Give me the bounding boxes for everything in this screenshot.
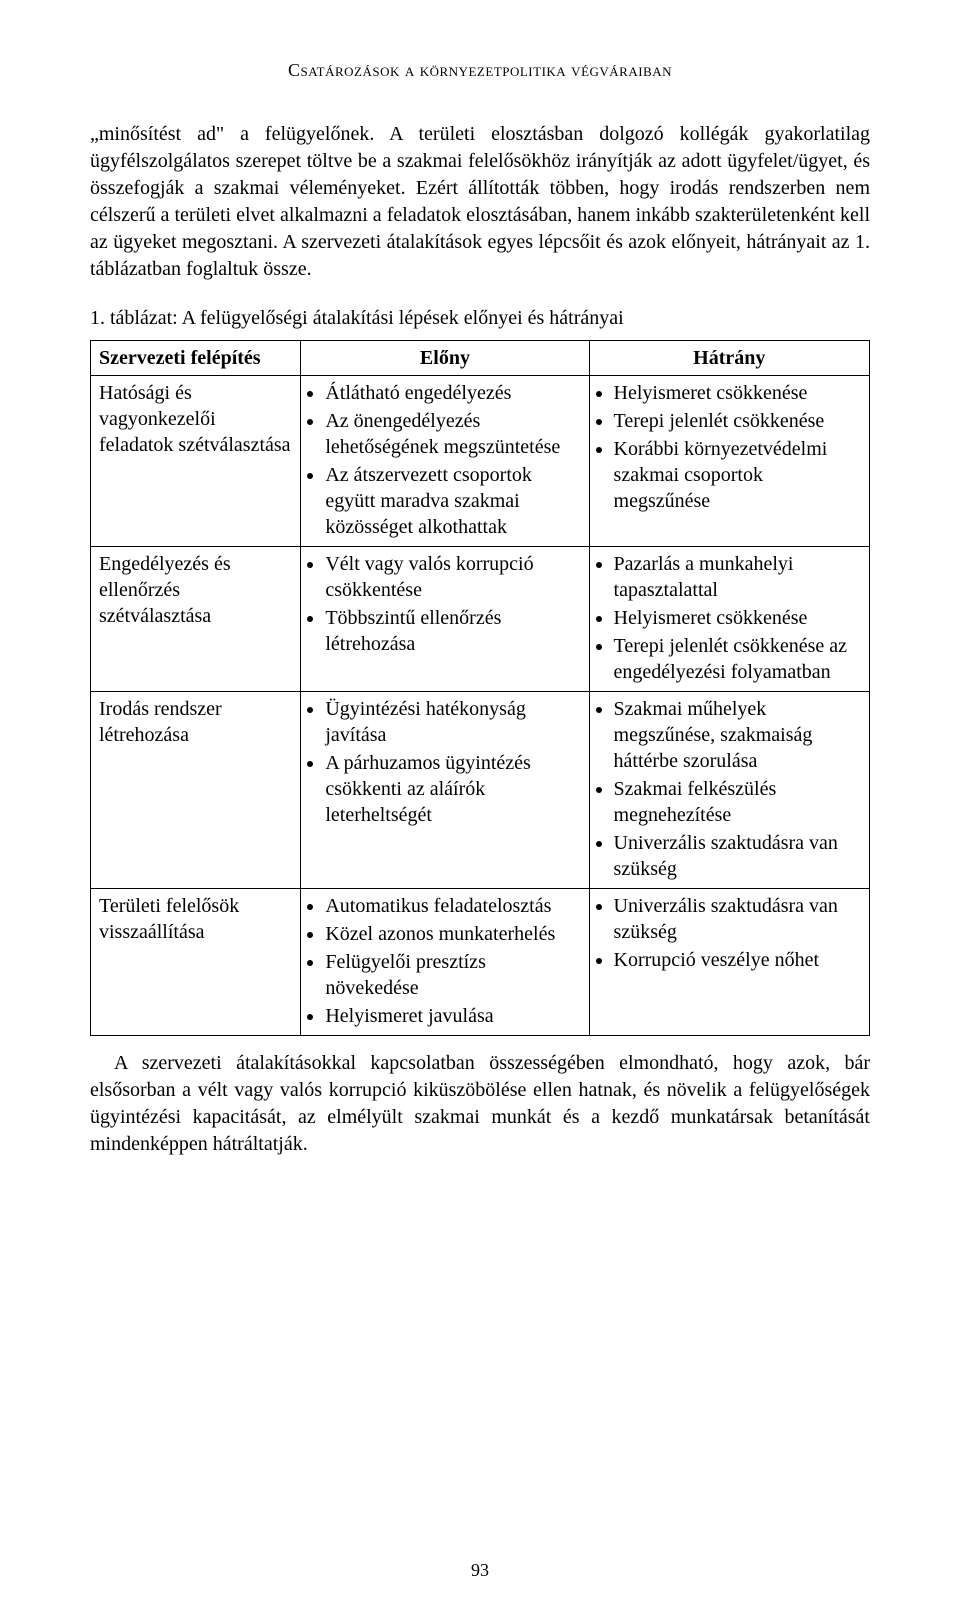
table-row: Irodás rendszer létrehozásaÜgyintézési h… [91, 692, 870, 889]
list-item: Terepi jelenlét csökkenése [614, 408, 861, 434]
cell-list: Szakmai műhelyek megszűnése, szakmaiság … [598, 696, 861, 882]
cell-list: Vélt vagy valós korrupció csökkentéseTöb… [309, 551, 580, 657]
cell-list: Automatikus feladatelosztásKözel azonos … [309, 893, 580, 1029]
cell-list: Helyismeret csökkenéseTerepi jelenlét cs… [598, 380, 861, 514]
list-item: Univerzális szaktudásra van szükség [614, 893, 861, 945]
cell-structure: Hatósági és vagyonkezelői feladatok szét… [91, 376, 301, 547]
cell-list: Átlátható engedélyezésAz önengedélyezés … [309, 380, 580, 540]
list-item: Automatikus feladatelosztás [325, 893, 580, 919]
table-header-row: Szervezeti felépítés Előny Hátrány [91, 341, 870, 376]
cell-disadvantage: Helyismeret csökkenéseTerepi jelenlét cs… [589, 376, 869, 547]
list-item: Helyismeret csökkenése [614, 380, 861, 406]
cell-disadvantage: Pazarlás a munkahelyi tapasztalattalHely… [589, 547, 869, 692]
cell-list: Ügyintézési hatékonyság javításaA párhuz… [309, 696, 580, 828]
list-item: Átlátható engedélyezés [325, 380, 580, 406]
list-item: Helyismeret javulása [325, 1003, 580, 1029]
advantages-table: Szervezeti felépítés Előny Hátrány Hatós… [90, 340, 870, 1036]
list-item: Az önengedélyezés lehetőségének megszünt… [325, 408, 580, 460]
running-head: Csatározások a környezetpolitika végvára… [90, 60, 870, 81]
list-item: Helyismeret csökkenése [614, 605, 861, 631]
list-item: Pazarlás a munkahelyi tapasztalattal [614, 551, 861, 603]
cell-advantage: Átlátható engedélyezésAz önengedélyezés … [301, 376, 589, 547]
list-item: Szakmai felkészülés megnehezítése [614, 776, 861, 828]
page-number: 93 [0, 1560, 960, 1581]
list-item: Többszintű ellenőrzés létrehozása [325, 605, 580, 657]
col-header-advantage: Előny [301, 341, 589, 376]
cell-disadvantage: Univerzális szaktudásra van szükségKorru… [589, 889, 869, 1036]
list-item: A párhuzamos ügyintézés csökkenti az alá… [325, 750, 580, 828]
list-item: Univerzális szaktudásra van szükség [614, 830, 861, 882]
list-item: Terepi jelenlét csökkenése az engedélyez… [614, 633, 861, 685]
table-row: Engedélyezés és ellenőrzés szétválasztás… [91, 547, 870, 692]
table-caption: 1. táblázat: A felügyelőségi átalakítási… [90, 307, 870, 330]
table-row: Hatósági és vagyonkezelői feladatok szét… [91, 376, 870, 547]
cell-advantage: Ügyintézési hatékonyság javításaA párhuz… [301, 692, 589, 889]
list-item: Közel azonos munkaterhelés [325, 921, 580, 947]
page: Csatározások a környezetpolitika végvára… [0, 0, 960, 1611]
list-item: Felügyelői presztízs növekedése [325, 949, 580, 1001]
cell-advantage: Automatikus feladatelosztásKözel azonos … [301, 889, 589, 1036]
list-item: Szakmai műhelyek megszűnése, szakmaiság … [614, 696, 861, 774]
cell-list: Univerzális szaktudásra van szükségKorru… [598, 893, 861, 973]
col-header-structure: Szervezeti felépítés [91, 341, 301, 376]
list-item: Vélt vagy valós korrupció csökkentése [325, 551, 580, 603]
paragraph-1: „minősítést ad" a felügyelőnek. A terüle… [90, 121, 870, 283]
cell-list: Pazarlás a munkahelyi tapasztalattalHely… [598, 551, 861, 685]
list-item: Ügyintézési hatékonyság javítása [325, 696, 580, 748]
list-item: Korrupció veszélye nőhet [614, 947, 861, 973]
list-item: Korábbi környezetvédelmi szakmai csoport… [614, 436, 861, 514]
paragraph-2: A szervezeti átalakításokkal kapcsolatba… [90, 1050, 870, 1158]
table-row: Területi felelősök visszaállításaAutomat… [91, 889, 870, 1036]
cell-disadvantage: Szakmai műhelyek megszűnése, szakmaiság … [589, 692, 869, 889]
col-header-disadvantage: Hátrány [589, 341, 869, 376]
cell-structure: Területi felelősök visszaállítása [91, 889, 301, 1036]
cell-structure: Engedélyezés és ellenőrzés szétválasztás… [91, 547, 301, 692]
cell-structure: Irodás rendszer létrehozása [91, 692, 301, 889]
cell-advantage: Vélt vagy valós korrupció csökkentéseTöb… [301, 547, 589, 692]
list-item: Az átszervezett csoportok együtt maradva… [325, 462, 580, 540]
